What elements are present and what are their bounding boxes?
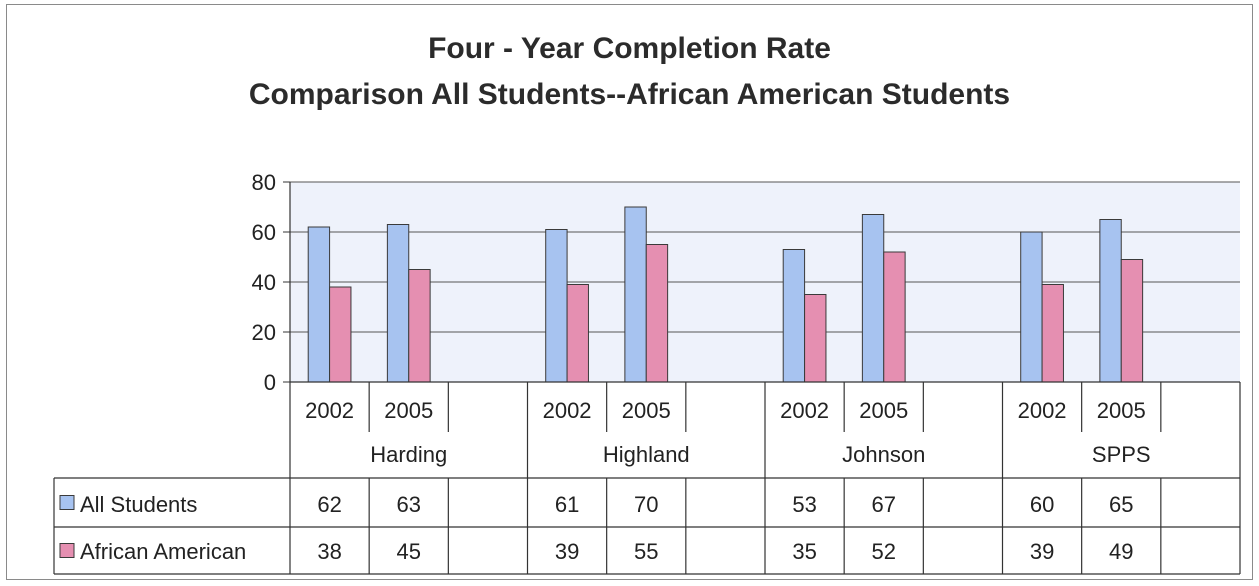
bar-african-american-johnson-2002 [805, 295, 826, 383]
value-african-american-harding-2002: 38 [317, 539, 341, 564]
bar-african-american-spps-2002 [1042, 285, 1063, 383]
value-all-students-johnson-2005: 67 [872, 492, 896, 517]
value-african-american-spps-2002: 39 [1030, 539, 1054, 564]
legend-swatch-all-students [60, 496, 74, 510]
value-all-students-harding-2002: 62 [317, 492, 341, 517]
bar-african-american-highland-2002 [567, 285, 588, 383]
value-african-american-harding-2005: 45 [397, 539, 421, 564]
value-african-american-johnson-2005: 52 [872, 539, 896, 564]
bar-all-students-harding-2005 [387, 225, 408, 383]
group-label-spps: SPPS [1092, 442, 1151, 467]
y-tick-label-60: 60 [252, 220, 276, 245]
bar-all-students-johnson-2002 [783, 250, 804, 383]
value-all-students-johnson-2002: 53 [792, 492, 816, 517]
y-tick-label-0: 0 [264, 370, 276, 395]
group-label-harding: Harding [370, 442, 447, 467]
legend-swatch-african-american [60, 544, 74, 558]
value-all-students-spps-2002: 60 [1030, 492, 1054, 517]
value-all-students-highland-2002: 61 [555, 492, 579, 517]
value-african-american-johnson-2002: 35 [792, 539, 816, 564]
year-label-johnson-2005: 2005 [859, 398, 908, 423]
year-label-johnson-2002: 2002 [780, 398, 829, 423]
value-african-american-spps-2005: 49 [1109, 539, 1133, 564]
year-label-spps-2002: 2002 [1018, 398, 1067, 423]
y-tick-label-20: 20 [252, 320, 276, 345]
y-tick-label-40: 40 [252, 270, 276, 295]
value-all-students-spps-2005: 65 [1109, 492, 1133, 517]
y-tick-label-80: 80 [252, 170, 276, 195]
year-label-highland-2005: 2005 [622, 398, 671, 423]
value-african-american-highland-2005: 55 [634, 539, 658, 564]
bar-african-american-harding-2002 [330, 287, 351, 382]
bar-african-american-highland-2005 [646, 245, 667, 383]
bar-all-students-johnson-2005 [862, 215, 883, 383]
bar-african-american-harding-2005 [409, 270, 430, 383]
group-label-johnson: Johnson [842, 442, 925, 467]
bar-african-american-spps-2005 [1121, 260, 1142, 383]
bar-all-students-spps-2005 [1100, 220, 1121, 383]
bar-all-students-highland-2005 [625, 207, 646, 382]
year-label-highland-2002: 2002 [543, 398, 592, 423]
group-label-highland: Highland [603, 442, 690, 467]
year-label-harding-2005: 2005 [384, 398, 433, 423]
legend-label-african-american: African American [80, 539, 246, 564]
bar-all-students-spps-2002 [1021, 232, 1042, 382]
bar-african-american-johnson-2005 [884, 252, 905, 382]
year-label-harding-2002: 2002 [305, 398, 354, 423]
bar-all-students-harding-2002 [308, 227, 329, 382]
value-all-students-highland-2005: 70 [634, 492, 658, 517]
legend-label-all-students: All Students [80, 492, 197, 517]
value-all-students-harding-2005: 63 [397, 492, 421, 517]
year-label-spps-2005: 2005 [1097, 398, 1146, 423]
bar-all-students-highland-2002 [546, 230, 567, 383]
value-african-american-highland-2002: 39 [555, 539, 579, 564]
